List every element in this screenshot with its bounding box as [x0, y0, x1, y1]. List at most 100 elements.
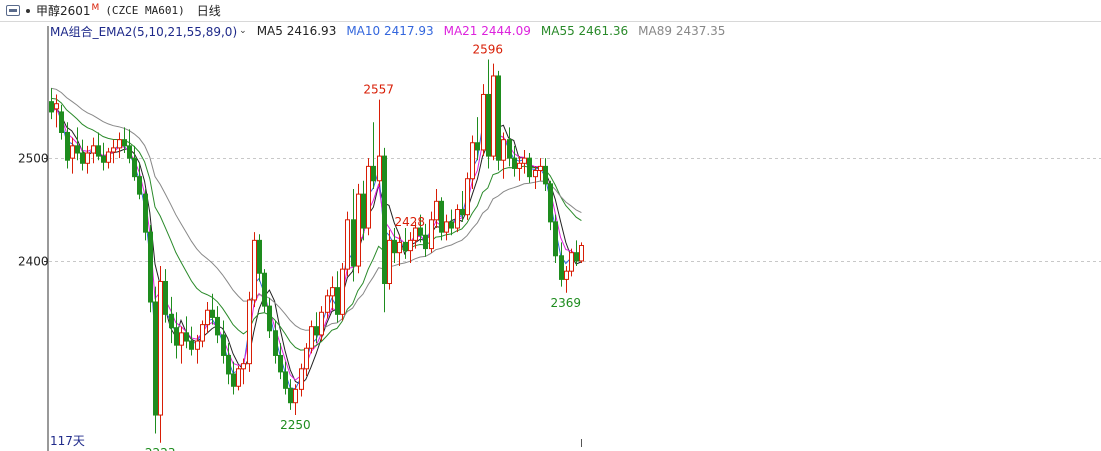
candle-body	[460, 209, 465, 216]
candle	[574, 240, 579, 267]
candle	[122, 127, 127, 154]
candle	[408, 232, 413, 263]
symbol-name[interactable]: 甲醇2601M	[36, 3, 100, 18]
candle-body	[262, 272, 267, 307]
candle	[319, 306, 324, 342]
candle-body	[148, 231, 153, 303]
candle	[80, 139, 85, 171]
candle	[501, 132, 506, 179]
candle-body	[174, 327, 179, 346]
candle-body	[533, 169, 538, 178]
candle	[423, 223, 428, 257]
candle-body	[501, 139, 506, 161]
indicator-combo-label[interactable]: MA组合_EMA2(5,10,21,55,89,0)	[50, 24, 238, 39]
candle-body	[85, 152, 90, 164]
candle-body	[189, 340, 194, 350]
candle	[553, 214, 558, 263]
candle-body	[475, 142, 480, 151]
candle-body	[153, 301, 158, 416]
candle	[382, 147, 387, 313]
candle-body	[449, 221, 454, 229]
candle	[413, 221, 418, 249]
candle-body	[371, 165, 376, 182]
candle	[512, 145, 517, 177]
candle	[174, 312, 179, 359]
candle	[85, 145, 90, 174]
candle-body	[392, 239, 397, 254]
candle-body	[70, 145, 75, 159]
candle	[496, 70, 501, 171]
candle	[96, 132, 101, 161]
candle	[486, 59, 491, 169]
candle	[533, 166, 538, 189]
indicator-legend: MA组合_EMA2(5,10,21,55,89,0) ⌄ MA5 2416.93…	[50, 23, 725, 39]
candle-body	[387, 239, 392, 285]
candle	[403, 228, 408, 259]
candle	[397, 235, 402, 267]
candle	[361, 180, 366, 241]
candle-body	[122, 139, 127, 147]
extreme-label-high: 2557	[363, 83, 394, 97]
candle-body	[507, 139, 512, 159]
candle-body	[200, 324, 205, 342]
candle	[548, 180, 553, 231]
candle	[200, 320, 205, 348]
chevron-down-icon[interactable]: ⌄	[239, 26, 247, 36]
candle	[559, 242, 564, 287]
candle	[527, 153, 532, 183]
candle-body	[143, 193, 148, 233]
legend-ma10: MA10 2417.93	[346, 24, 434, 38]
candle-body	[429, 219, 434, 250]
window-icon[interactable]	[6, 5, 20, 16]
candle-body	[127, 145, 132, 159]
candle-body	[569, 252, 574, 272]
candle-body	[330, 287, 335, 297]
candle-body	[75, 145, 80, 154]
candle	[215, 306, 220, 344]
candle	[148, 224, 153, 313]
candle-body	[481, 93, 486, 151]
candle	[267, 297, 272, 338]
candle-body	[241, 363, 246, 370]
candle	[49, 88, 54, 120]
candle-body	[377, 155, 382, 182]
candle-body	[361, 193, 366, 229]
candle-body	[304, 347, 309, 370]
candle	[231, 361, 236, 395]
candle-body	[465, 178, 470, 216]
candle-body	[444, 221, 449, 233]
candle	[205, 302, 210, 333]
candle	[169, 296, 174, 344]
candle	[158, 266, 163, 443]
candle	[236, 365, 241, 391]
candle-body	[548, 183, 553, 223]
legend-ma55: MA55 2461.36	[540, 24, 629, 38]
candle-body	[418, 227, 423, 236]
candle	[434, 188, 439, 229]
candle	[335, 271, 340, 323]
candle-body	[101, 155, 106, 163]
candle	[387, 230, 392, 290]
candle	[340, 262, 345, 321]
candle-body	[226, 354, 231, 375]
candle	[455, 204, 460, 233]
candle	[392, 228, 397, 263]
candle	[195, 334, 200, 364]
candle	[179, 326, 184, 364]
candle-body	[169, 313, 174, 329]
candle	[330, 276, 335, 311]
candle-body	[423, 234, 428, 250]
candle-body	[158, 280, 163, 416]
candle-body	[366, 165, 371, 229]
period-selector[interactable]: 日线	[196, 4, 221, 18]
candle	[54, 94, 59, 128]
candle	[241, 358, 246, 385]
extreme-label-high: 2596	[473, 43, 504, 57]
candle	[226, 343, 231, 385]
candle	[106, 147, 111, 169]
candle	[481, 84, 486, 157]
y-tick-label: 2500	[18, 152, 49, 166]
candle	[137, 163, 142, 200]
candle-body	[80, 152, 85, 164]
